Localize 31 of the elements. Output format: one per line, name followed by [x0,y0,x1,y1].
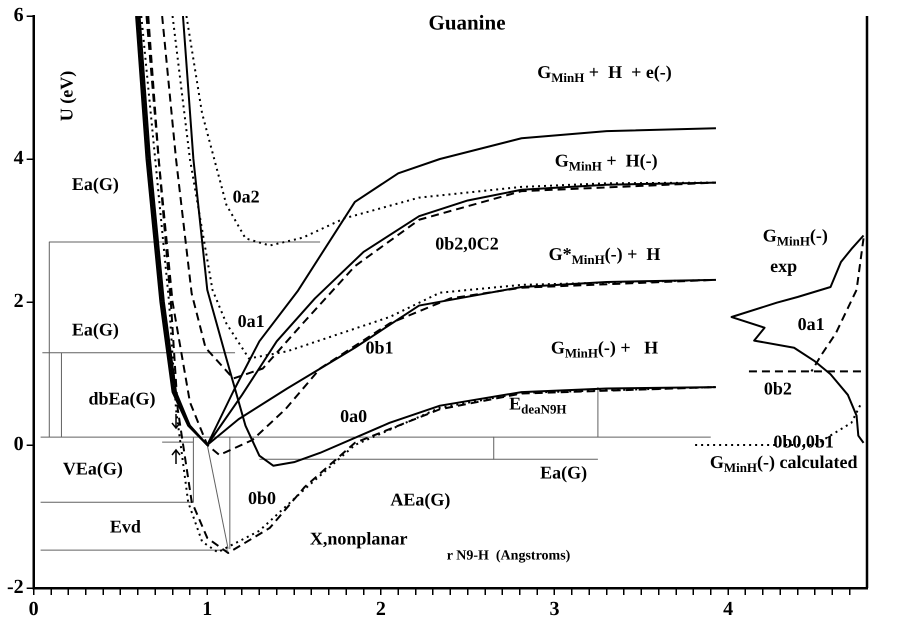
x-axis-title: r N9-H (Angstroms) [446,548,571,564]
y-tick-label: 4 [14,147,24,170]
x-tick-label: 1 [202,598,212,620]
x-tick-label: 2 [376,598,386,620]
x-tick-label: 4 [723,598,734,620]
annotation: exp [770,256,798,276]
annotation: dbEa(G) [88,388,156,408]
annotation: 0a1 [798,314,825,334]
y-tick-label: 2 [14,290,24,312]
annotation: Ea(G) [540,462,588,482]
y-axis-title: U (eV) [56,70,76,122]
annotation: 0a0 [340,406,368,426]
annotation: 0b0 [248,488,276,508]
annotation: Evd [110,516,141,537]
annotation: Ea(G) [72,319,119,340]
annotation: Ea(G) [72,174,119,194]
y-tick-label: -2 [6,576,24,598]
y-tick-label: 6 [14,4,24,26]
annotation: 0b1 [365,338,394,358]
y-tick-label: 0 [14,433,24,456]
annotation: 0b2 [764,378,792,399]
annotation: 0b0,0b1 [773,431,834,452]
annotation: X,nonplanar [310,528,408,549]
x-tick-label: 3 [550,598,560,620]
annotation: 0a2 [232,186,260,207]
annotation: VEa(G) [62,458,123,478]
annotation: 0a1 [238,311,265,332]
annotation: 0b2,0C2 [435,233,499,254]
x-tick-label: 0 [28,598,39,620]
chart-title: Guanine [428,10,506,34]
annotation: AEa(G) [390,490,450,510]
